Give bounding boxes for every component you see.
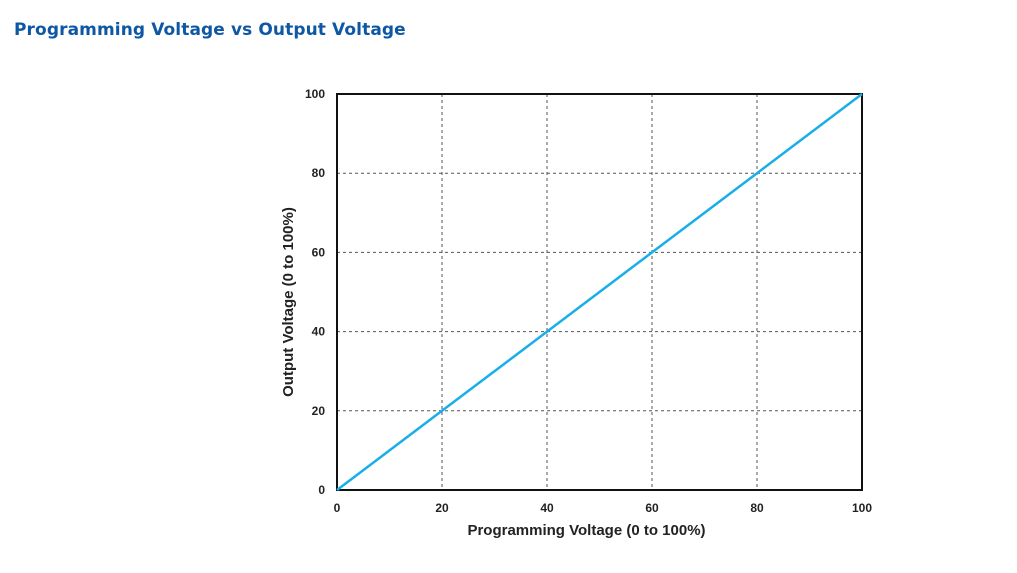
tick-labels: 0 20 40 60 80 100 0 20 40 60 80 100 — [305, 87, 872, 515]
y-tick-label: 20 — [312, 404, 326, 418]
y-tick-label: 100 — [305, 87, 325, 101]
grid — [337, 94, 862, 490]
page-title: Programming Voltage vs Output Voltage — [14, 20, 406, 40]
x-tick-label: 20 — [435, 501, 449, 515]
y-tick-label: 0 — [318, 483, 325, 497]
y-tick-label: 40 — [312, 325, 326, 339]
x-tick-label: 40 — [540, 501, 554, 515]
x-tick-label: 80 — [750, 501, 764, 515]
x-tick-label: 60 — [645, 501, 659, 515]
series-layer — [336, 93, 863, 491]
y-tick-label: 80 — [312, 166, 326, 180]
plot-frame — [336, 93, 863, 491]
y-axis-label: Output Voltage (0 to 100%) — [280, 207, 297, 397]
x-axis-label: Programming Voltage (0 to 100%) — [467, 522, 705, 539]
x-tick-label: 0 — [334, 501, 341, 515]
series-line — [336, 93, 863, 491]
x-tick-label: 100 — [852, 501, 872, 515]
y-tick-label: 60 — [312, 245, 326, 259]
